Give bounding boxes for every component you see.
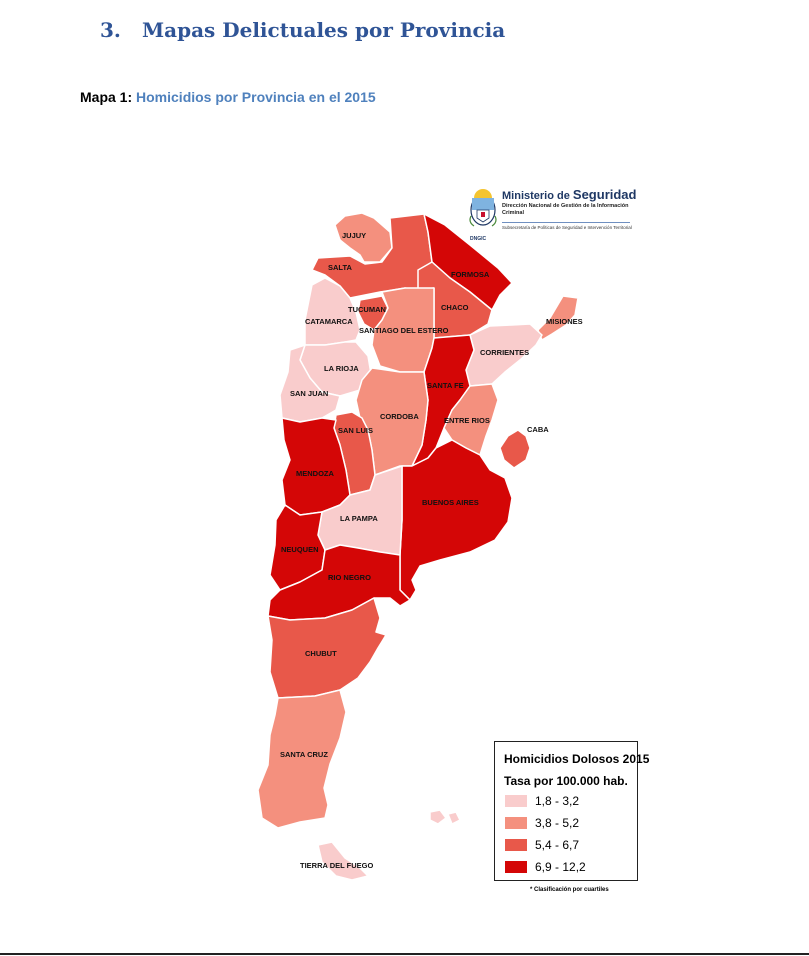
label-entre-rios: ENTRE RIOS: [444, 416, 490, 425]
label-la-rioja: LA RIOJA: [324, 364, 359, 373]
ministry-subsecretaria: Subsecretaría de Políticas de Seguridad …: [502, 225, 632, 230]
section-number: 3.: [100, 18, 121, 42]
legend-range: 1,8 - 3,2: [535, 794, 580, 808]
province-formosa: [423, 213, 513, 311]
ministry-name: Ministerio de Seguridad: [502, 187, 637, 202]
label-santa-cruz: SANTA CRUZ: [280, 750, 328, 759]
ministry-logo-block: Ministerio de Seguridad Dirección Nacion…: [466, 184, 636, 246]
map-caption-prefix: Mapa 1:: [80, 89, 133, 105]
label-misiones: MISIONES: [546, 317, 583, 326]
legend-swatch: [505, 817, 527, 829]
label-rio-negro: RIO NEGRO: [328, 573, 371, 582]
label-san-luis: SAN LUIS: [338, 426, 373, 435]
label-jujuy: JUJUY: [342, 231, 366, 240]
province-catamarca: [304, 277, 361, 346]
label-salta: SALTA: [328, 263, 352, 272]
label-san-juan: SAN JUAN: [290, 389, 328, 398]
label-neuquen: NEUQUEN: [281, 545, 319, 554]
map-caption: Mapa 1: Homicidios por Provincia en el 2…: [80, 89, 376, 105]
province-labels: JUJUY SALTA FORMOSA TUCUMAN CHACO MISION…: [280, 231, 583, 870]
province-misiones: [537, 295, 579, 341]
province-caba: [499, 429, 531, 469]
province-chubut: [267, 597, 387, 699]
label-santa-fe: SANTA FE: [427, 381, 464, 390]
province-tierra-del-fuego: [317, 841, 369, 881]
label-chubut: CHUBUT: [305, 649, 337, 658]
section-title: 3. Mapas Delictuales por Provincia: [100, 18, 505, 42]
label-mendoza: MENDOZA: [296, 469, 334, 478]
legend-title: Homicidios Dolosos 2015: [504, 752, 650, 766]
province-santa-cruz: [257, 689, 347, 829]
province-buenos-aires: [399, 439, 513, 601]
label-chaco: CHACO: [441, 303, 469, 312]
label-caba: CABA: [527, 425, 549, 434]
legend-range: 6,9 - 12,2: [535, 860, 586, 874]
label-santiago-del-estero: SANTIAGO DEL ESTERO: [359, 326, 449, 335]
map-legend: Homicidios Dolosos 2015 Tasa por 100.000…: [494, 741, 649, 881]
label-tierra-del-fuego: TIERRA DEL FUEGO: [300, 861, 374, 870]
label-buenos-aires: BUENOS AIRES: [422, 498, 479, 507]
label-la-pampa: LA PAMPA: [340, 514, 378, 523]
page-bottom-rule: [0, 953, 809, 955]
label-catamarca: CATAMARCA: [305, 317, 353, 326]
ministry-acronym: DNGIC: [470, 236, 487, 242]
label-cordoba: CORDOBA: [380, 412, 419, 421]
section-title-text: Mapas Delictuales por Provincia: [142, 18, 506, 42]
legend-footnote: * Clasificación por cuartiles: [530, 887, 609, 893]
label-corrientes: CORRIENTES: [480, 348, 529, 357]
legend-swatch: [505, 795, 527, 807]
ministry-divider: [502, 222, 630, 223]
label-formosa: FORMOSA: [451, 270, 490, 279]
legend-range: 5,4 - 6,7: [535, 838, 580, 852]
legend-swatch: [505, 839, 527, 851]
map-caption-text: Homicidios por Provincia en el 2015: [136, 89, 376, 105]
province-jujuy: [334, 212, 393, 263]
province-san-juan: [279, 344, 341, 423]
legend-swatch: [505, 861, 527, 873]
legend-subtitle: Tasa por 100.000 hab.: [504, 774, 628, 788]
label-tucuman: TUCUMAN: [348, 305, 386, 314]
ministry-subtitle: Dirección Nacional de Gestión de la Info…: [502, 203, 629, 216]
legend-range: 3,8 - 5,2: [535, 816, 580, 830]
national-shield-icon: [469, 189, 497, 227]
islas-malvinas: [429, 809, 461, 825]
